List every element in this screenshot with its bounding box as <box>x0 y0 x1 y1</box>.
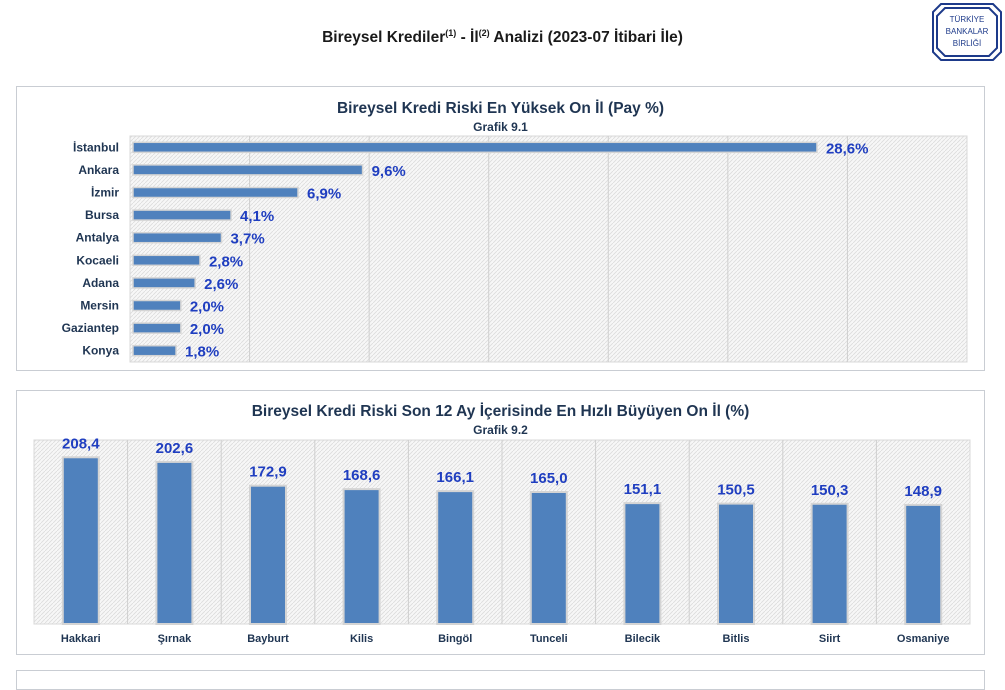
bar <box>810 502 849 625</box>
footnote-marker-1: (1) <box>445 28 457 38</box>
bar-chart-share: İstanbul 28,6% Ankara 9,6% İzmir 6,9% Bursa 4,1… <box>62 135 968 363</box>
chart-panel-top-provinces: Bireysel Kredi Riski En Yüksek On İl (Pa… <box>16 86 985 371</box>
category-label: Bilecik <box>625 633 661 645</box>
category-label: Tunceli <box>530 633 568 645</box>
bar <box>717 502 755 625</box>
data-label: 6,9% <box>307 186 341 203</box>
category-label: Hakkari <box>61 633 101 645</box>
category-label: Kocaeli <box>76 253 119 267</box>
bar <box>132 277 196 289</box>
data-label: 151,1 <box>624 481 662 498</box>
bar <box>132 209 232 221</box>
category-label: Bingöl <box>438 633 472 645</box>
chart-panel-next <box>16 670 985 690</box>
bar <box>132 186 299 199</box>
bar <box>904 503 943 625</box>
data-label: 202,6 <box>156 440 194 457</box>
bar <box>529 491 568 625</box>
bar <box>132 231 223 244</box>
bar <box>249 484 287 626</box>
logo-frame <box>932 3 1002 61</box>
logo-line-3: BİRLİĞİ <box>953 39 981 48</box>
category-label: Ankara <box>78 163 119 177</box>
category-label: Siirt <box>819 633 841 645</box>
data-label: 148,9 <box>904 483 942 500</box>
category-label: Bursa <box>85 208 119 222</box>
bar <box>132 254 201 267</box>
category-label: Gaziantep <box>62 321 119 335</box>
bar <box>132 299 182 312</box>
data-label: 4,1% <box>240 208 274 225</box>
category-label: İstanbul <box>73 139 119 154</box>
page-title-part2: - İl <box>456 29 479 47</box>
category-label: Adana <box>82 276 119 290</box>
bar <box>436 490 475 626</box>
data-label: 1,8% <box>185 344 219 361</box>
page-title: Bireysel Krediler(1) - İl(2) Analizi (20… <box>0 28 1005 47</box>
data-label: 165,0 <box>530 470 568 487</box>
bar <box>132 141 818 154</box>
category-label: Konya <box>82 344 119 358</box>
chart-subtitle: Grafik 9.2 <box>473 423 528 437</box>
data-label: 3,7% <box>230 231 264 248</box>
tbb-logo: TÜRKİYE BANKALAR BİRLİĞİ <box>932 3 1002 61</box>
bar <box>155 460 194 625</box>
data-label: 2,0% <box>190 299 224 316</box>
data-label: 2,6% <box>204 276 238 293</box>
category-label: İzmir <box>91 185 119 200</box>
bar <box>132 322 182 334</box>
logo-line-2: BANKALAR <box>946 27 989 36</box>
data-label: 28,6% <box>826 140 869 157</box>
logo-line-1: TÜRKİYE <box>950 15 985 24</box>
data-label: 2,8% <box>209 253 243 270</box>
logo-inner-frame <box>936 7 998 57</box>
category-label: Şırnak <box>158 633 193 645</box>
data-label: 150,5 <box>717 482 755 499</box>
category-label: Kilis <box>350 633 373 645</box>
chart-subtitle: Grafik 9.1 <box>473 120 528 134</box>
category-label: Antalya <box>76 231 120 245</box>
bar-chart-growth: 208,4 Hakkari 202,6 Şırnak 172,9 Bayburt 168,6… <box>33 435 971 645</box>
category-label: Bayburt <box>247 633 289 645</box>
bar <box>623 502 662 625</box>
bar <box>61 456 100 625</box>
data-label: 166,1 <box>436 469 474 486</box>
data-label: 9,6% <box>372 163 406 180</box>
data-label: 168,6 <box>343 467 381 484</box>
chart-panel-fastest-growth: Bireysel Kredi Riski Son 12 Ay İçerisind… <box>16 390 985 655</box>
page-title-part1: Bireysel Krediler <box>322 29 446 47</box>
page-title-part3: Analizi (2023-07 İtibari İle) <box>489 29 683 47</box>
category-label: Osmaniye <box>897 633 950 645</box>
bar <box>132 164 364 176</box>
data-label: 2,0% <box>190 321 224 338</box>
chart-title: Bireysel Kredi Riski En Yüksek On İl (Pa… <box>336 100 665 117</box>
data-label: 172,9 <box>249 464 287 481</box>
bar <box>132 344 177 357</box>
category-label: Bitlis <box>723 633 750 645</box>
data-label: 150,3 <box>811 482 849 499</box>
data-label: 208,4 <box>62 435 100 452</box>
bar <box>342 488 381 626</box>
category-label: Mersin <box>80 299 119 313</box>
footnote-marker-2: (2) <box>478 28 490 38</box>
chart-title: Bireysel Kredi Riski Son 12 Ay İçerisind… <box>251 403 750 420</box>
